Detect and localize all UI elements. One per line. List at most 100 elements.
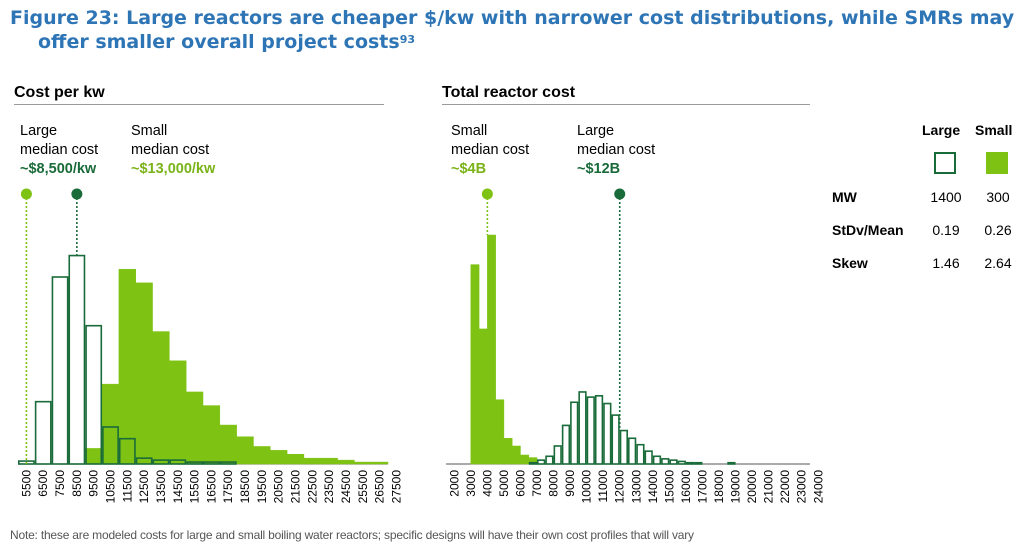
stat-mw-small: 300 (986, 189, 1010, 205)
bar-large (694, 461, 703, 465)
x-tick-label: 12500 (137, 470, 151, 504)
x-tick-label: 13000 (629, 470, 643, 504)
x-tick-label: 26500 (373, 470, 387, 504)
x-tick-label: 27500 (389, 470, 403, 504)
x-tick-label: 6500 (36, 470, 50, 497)
bar-small (320, 457, 338, 465)
x-tick-label: 12000 (613, 470, 627, 504)
bar-large (545, 455, 554, 465)
bar-small (487, 234, 496, 465)
bar-small (169, 360, 187, 465)
x-tick-label: 15500 (188, 470, 202, 504)
figure-title-line1: Figure 23: Large reactors are cheaper $/… (10, 7, 1015, 29)
bar-large (102, 426, 119, 465)
x-tick-label: 19000 (729, 470, 743, 504)
x-tick-label: 24000 (811, 470, 825, 504)
bar-small (152, 331, 170, 465)
bar-small (520, 454, 529, 465)
stats-header-small: Small (975, 122, 1013, 138)
x-tick-label: 23000 (795, 470, 809, 504)
chart-title-total-cost: Total reactor cost (442, 84, 576, 101)
bar-small (118, 268, 136, 465)
bar-large (219, 461, 237, 465)
bar-large (68, 254, 86, 465)
bar-small (236, 436, 254, 465)
annotation-left-small: Small median cost ~$13,000/kw (131, 122, 215, 179)
footnote-ref: 93 (399, 33, 416, 46)
bar-small (303, 457, 321, 465)
annotation-right-large: Large median cost ~$12B (577, 122, 655, 179)
bar-large (203, 461, 220, 465)
bar-large (669, 459, 678, 465)
bar-large (118, 437, 136, 465)
legend-swatch-large (934, 152, 956, 174)
figure-title-line2: offer smaller overall project costs (38, 31, 400, 53)
bar-small (286, 454, 305, 465)
bar-small (270, 450, 288, 465)
median-marker-dot (71, 188, 83, 200)
x-tick-label: 10000 (580, 470, 594, 504)
annotation-line1: Small (451, 123, 488, 139)
bar-small (202, 405, 221, 465)
bar-small (85, 448, 103, 465)
bar-small (354, 461, 372, 465)
bar-small (185, 391, 204, 465)
stat-label-skew: Skew (832, 255, 868, 271)
bar-small (511, 445, 521, 465)
x-tick-label: 4000 (480, 470, 494, 497)
x-tick-label: 16500 (204, 470, 218, 504)
median-marker-dot (614, 188, 626, 200)
x-tick-label: 10500 (104, 470, 118, 504)
bar-large (34, 400, 52, 465)
x-tick-label: 20000 (745, 470, 759, 504)
stat-skew-small: 2.64 (984, 255, 1012, 271)
bar-small (253, 446, 271, 465)
annotation-value: ~$8,500/kw (20, 161, 97, 177)
annotation-right-small: Small median cost ~$4B (451, 122, 529, 179)
x-tick-label: 11500 (120, 470, 134, 503)
bar-large (644, 450, 653, 465)
bar-large (652, 455, 662, 465)
bar-large (677, 460, 686, 465)
annotation-line2: median cost (131, 142, 210, 158)
x-tick-label: 2000 (447, 470, 461, 497)
stat-label-mw: MW (832, 189, 857, 205)
bar-small (470, 264, 480, 465)
bar-small (337, 459, 355, 465)
annotation-line1: Small (131, 123, 168, 139)
bar-large (528, 461, 538, 465)
annotation-value: ~$4B (451, 161, 487, 177)
bar-large (85, 324, 103, 465)
median-marker-dot (481, 188, 493, 200)
x-tick-label: 16000 (679, 470, 693, 504)
x-tick-label: 22500 (305, 470, 319, 504)
annotation-line2: median cost (451, 142, 530, 158)
x-tick-label: 3000 (464, 470, 478, 497)
stat-mw-large: 1400 (930, 189, 962, 205)
bar-large (51, 276, 69, 465)
x-tick-label: 14000 (646, 470, 660, 504)
bar-large (536, 459, 546, 465)
bar-small (503, 438, 513, 465)
bar-small (495, 399, 505, 465)
x-tick-label: 21500 (289, 470, 303, 504)
footnote: Note: these are modeled costs for large … (10, 528, 694, 542)
x-tick-label: 9500 (87, 470, 101, 497)
x-tick-label: 8000 (547, 470, 561, 497)
annotation-line2: median cost (577, 142, 656, 158)
annotation-left-large: Large median cost ~$8,500/kw (20, 122, 98, 179)
stat-stdv-large: 0.19 (932, 222, 960, 238)
x-tick-label: 21000 (762, 470, 776, 504)
x-tick-label: 23500 (322, 470, 336, 504)
median-marker-dot (20, 188, 32, 200)
bar-large (611, 414, 620, 465)
x-tick-label: 7500 (53, 470, 67, 497)
x-tick-label: 17500 (221, 470, 235, 504)
bar-large (586, 396, 595, 465)
x-tick-label: 6000 (513, 470, 527, 497)
bar-large (627, 437, 637, 465)
annotation-line2: median cost (20, 142, 99, 158)
x-tick-label: 19500 (255, 470, 269, 504)
bar-large (169, 459, 187, 465)
